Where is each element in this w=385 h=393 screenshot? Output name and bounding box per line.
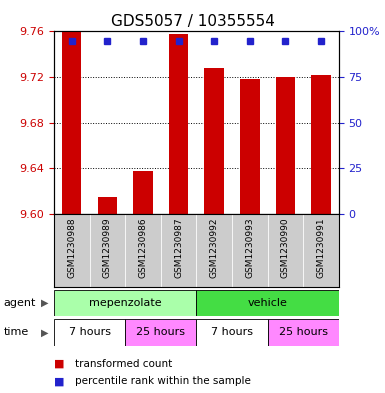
Text: mepenzolate: mepenzolate bbox=[89, 298, 161, 308]
Text: 25 hours: 25 hours bbox=[279, 327, 328, 338]
Bar bbox=[62, 31, 82, 214]
Bar bbox=[125, 319, 196, 346]
Bar bbox=[204, 68, 224, 214]
Text: GSM1230987: GSM1230987 bbox=[174, 218, 183, 279]
Bar bbox=[54, 319, 125, 346]
Bar bbox=[169, 34, 188, 214]
Bar bbox=[90, 214, 125, 287]
Bar bbox=[268, 319, 339, 346]
Text: GSM1230993: GSM1230993 bbox=[245, 218, 254, 279]
Text: 25 hours: 25 hours bbox=[136, 327, 185, 338]
Text: GSM1230988: GSM1230988 bbox=[67, 218, 76, 279]
Bar bbox=[54, 290, 196, 316]
Bar bbox=[161, 214, 196, 287]
Text: GSM1230992: GSM1230992 bbox=[210, 218, 219, 278]
Text: GSM1230990: GSM1230990 bbox=[281, 218, 290, 279]
Text: ■: ■ bbox=[54, 376, 64, 386]
Bar bbox=[97, 197, 117, 214]
Text: GSM1230986: GSM1230986 bbox=[139, 218, 147, 279]
Bar bbox=[303, 214, 339, 287]
Text: ■: ■ bbox=[54, 358, 64, 369]
Text: GDS5057 / 10355554: GDS5057 / 10355554 bbox=[110, 14, 275, 29]
Bar bbox=[54, 214, 90, 287]
Bar bbox=[125, 214, 161, 287]
Bar bbox=[268, 214, 303, 287]
Text: ▶: ▶ bbox=[41, 327, 48, 338]
Text: percentile rank within the sample: percentile rank within the sample bbox=[75, 376, 251, 386]
Bar bbox=[133, 171, 153, 214]
Bar bbox=[240, 79, 259, 214]
Bar bbox=[196, 214, 232, 287]
Bar bbox=[311, 75, 331, 214]
Text: time: time bbox=[4, 327, 29, 338]
Text: GSM1230989: GSM1230989 bbox=[103, 218, 112, 279]
Bar bbox=[196, 290, 339, 316]
Text: 7 hours: 7 hours bbox=[211, 327, 253, 338]
Text: ▶: ▶ bbox=[41, 298, 48, 308]
Text: GSM1230991: GSM1230991 bbox=[316, 218, 325, 279]
Text: vehicle: vehicle bbox=[248, 298, 288, 308]
Text: agent: agent bbox=[4, 298, 36, 308]
Bar bbox=[232, 214, 268, 287]
Text: transformed count: transformed count bbox=[75, 358, 172, 369]
Bar bbox=[276, 77, 295, 214]
Text: 7 hours: 7 hours bbox=[69, 327, 110, 338]
Bar bbox=[196, 319, 268, 346]
